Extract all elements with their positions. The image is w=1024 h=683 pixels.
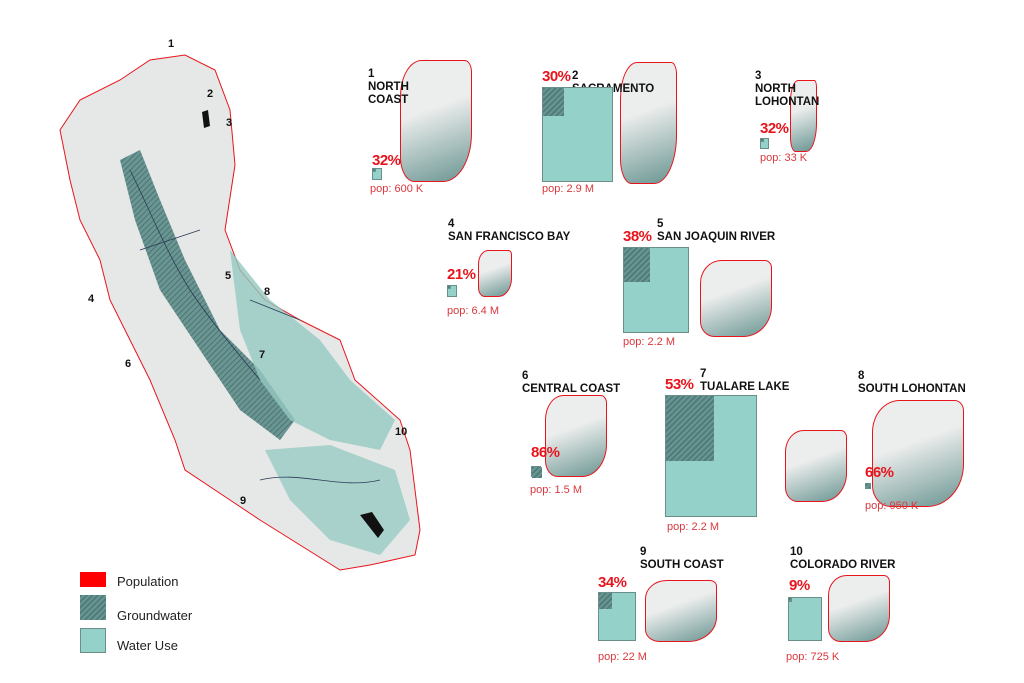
region-name: CENTRAL COAST: [522, 383, 621, 395]
groundwater-box: [448, 286, 451, 289]
region-number: 7: [700, 368, 707, 380]
groundwater-percent: 21%: [447, 266, 476, 283]
map-region-number: 4: [88, 293, 95, 305]
central-valley-groundwater: [120, 150, 295, 440]
map-region-number: 10: [395, 426, 408, 438]
region-number: 9: [640, 546, 647, 558]
map-region-number: 5: [225, 270, 232, 282]
sierra-water-use: [230, 250, 395, 450]
groundwater-percent: 53%: [665, 376, 694, 393]
groundwater-box: [666, 396, 714, 461]
region-name: SAN FRANCISCO BAY: [448, 231, 571, 243]
legend-population-label: Population: [117, 574, 179, 589]
groundwater-percent: 66%: [865, 464, 894, 481]
groundwater-box: [599, 593, 612, 609]
groundwater-percent: 38%: [623, 228, 652, 245]
map-region-number: 9: [240, 495, 247, 507]
region-name: COLORADO RIVER: [790, 559, 896, 571]
population-label: pop: 950 K: [865, 500, 919, 512]
legend-water-use-swatch: [80, 628, 106, 653]
groundwater-box: [866, 484, 870, 488]
population-label: pop: 22 M: [598, 651, 647, 663]
legend-population-swatch: [80, 572, 106, 587]
population-label: pop: 33 K: [760, 152, 808, 164]
population-label: pop: 1.5 M: [530, 484, 582, 496]
groundwater-percent: 32%: [372, 152, 401, 169]
map-region-number: 1: [168, 38, 175, 50]
population-label: pop: 2.2 M: [623, 336, 675, 348]
legend-groundwater-swatch: [80, 595, 106, 620]
groundwater-box: [624, 248, 650, 282]
water-use-box: [788, 597, 822, 641]
north-lake: [202, 110, 210, 128]
map-region-number: 2: [207, 88, 214, 100]
region-number: 2: [572, 70, 579, 82]
region-mini-map: [400, 60, 472, 182]
region-number: 1: [368, 68, 375, 80]
groundwater-percent: 86%: [531, 444, 560, 461]
water-use-box: [623, 247, 689, 333]
groundwater-percent: 30%: [542, 68, 571, 85]
water-use-box: [542, 87, 613, 182]
region-name: COAST: [368, 94, 409, 106]
map-region-number: 3: [226, 117, 233, 129]
groundwater-percent: 34%: [598, 574, 627, 591]
population-label: pop: 6.4 M: [447, 305, 499, 317]
region-name: TUALARE LAKE: [700, 381, 790, 393]
region-name: NORTH: [368, 81, 409, 93]
population-label: pop: 725 K: [786, 651, 840, 663]
lake-black: [360, 512, 384, 538]
region-mini-map: [828, 575, 890, 642]
map-region-number: 6: [125, 358, 132, 370]
rivers: [129, 169, 381, 484]
region-name: SOUTH COAST: [640, 559, 724, 571]
region-number: 3: [755, 70, 762, 82]
region-number: 6: [522, 370, 529, 382]
legend-water-use-label: Water Use: [117, 638, 178, 653]
groundwater-box: [543, 88, 564, 116]
groundwater-box: [761, 139, 764, 142]
water-use-box: [531, 466, 542, 478]
region-mini-map: [785, 430, 847, 502]
water-use-box: [760, 138, 769, 149]
map-region-number: 8: [264, 286, 271, 298]
groundwater-box: [373, 169, 376, 172]
population-label: pop: 2.9 M: [542, 183, 594, 195]
water-use-box: [598, 592, 636, 641]
groundwater-box: [789, 598, 792, 602]
region-name: SOUTH LOHONTAN: [858, 383, 966, 395]
region-number: 8: [858, 370, 865, 382]
water-use-box: [447, 285, 457, 297]
legend-groundwater-label: Groundwater: [117, 608, 193, 623]
region-mini-map: [790, 80, 817, 152]
map-region-number: 7: [259, 349, 266, 361]
region-name: NORTH: [755, 83, 796, 95]
population-label: pop: 2.2 M: [667, 521, 719, 533]
region-mini-map: [700, 260, 772, 337]
region-mini-map: [545, 395, 607, 477]
region-number: 4: [448, 218, 455, 230]
groundwater-percent: 9%: [789, 577, 810, 594]
groundwater-box: [532, 467, 542, 478]
water-use-box: [865, 483, 871, 489]
region-number: 10: [790, 546, 803, 558]
region-mini-map: [872, 400, 964, 507]
region-name: LOHONTAN: [755, 96, 820, 108]
region-mini-map: [620, 62, 677, 184]
water-use-box: [665, 395, 757, 517]
population-label: pop: 600 K: [370, 183, 424, 195]
region-mini-map: [478, 250, 512, 297]
region-mini-map: [645, 580, 717, 642]
region-number: 5: [657, 218, 664, 230]
region-name: SAN JOAQUIN RIVER: [657, 231, 776, 243]
water-use-box: [372, 168, 382, 180]
groundwater-percent: 32%: [760, 120, 789, 137]
